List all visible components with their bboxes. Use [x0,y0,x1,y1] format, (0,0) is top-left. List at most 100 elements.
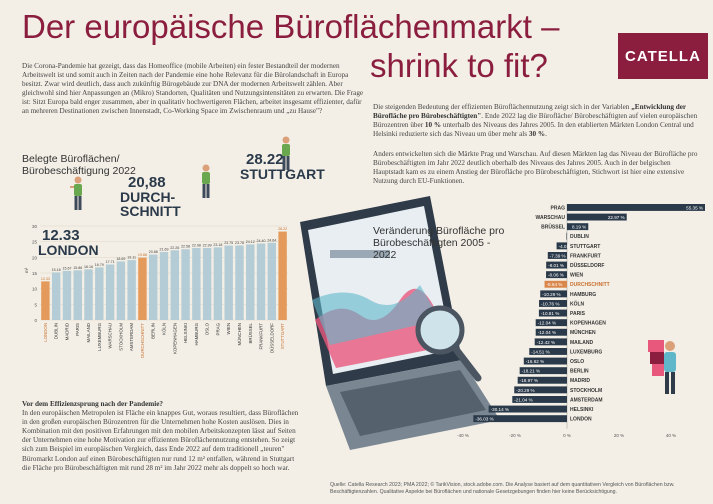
bar-value-label: -10.29 % [542,292,560,297]
callout-stuttgart-value: 28.22 [246,151,284,168]
bar [51,272,61,320]
category-label: STOCKHOLM [570,388,602,394]
category-label: AMSTERDAM [570,397,603,403]
callout-average-label-1: DURCH- [120,189,176,205]
bar-value-label: 19.88 [138,253,147,257]
category-label: MÜNCHEN [570,329,596,336]
category-label: PRAG [551,205,566,211]
page-title-line1: Der europäische Büroflächenmarkt – [22,8,560,45]
category-label: MADRID [570,378,590,384]
right-paragraph-1: Die steigenden Bedeutung der effizienten… [373,103,698,139]
bar-value-label: -4.01 % [559,244,575,249]
bar-value-label: 8.19 % [572,225,586,230]
bar-value-label: 19.11 [127,256,136,260]
x-tick-label: LONDON [43,323,48,342]
y-tick-label: 20 [32,255,38,260]
callout-london-label: LONDON [38,242,99,258]
x-tick-label: 0 % [563,433,571,438]
bar [546,271,567,279]
bar-value-label: -8.64 % [547,282,563,287]
bar [256,243,266,320]
bar-value-label: -20.29 % [516,388,534,393]
bar-value-label: -30.14 % [491,407,509,412]
x-tick-label: DURCHSCHNITT [140,323,145,358]
bar-value-label: 18.69 [116,257,125,261]
x-tick-label: MADRID [64,323,69,340]
category-label: HAMBURG [570,292,596,298]
bottom-heading: Vor dem Effizienzsprung nach der Pandemi… [22,400,164,408]
bar-value-label: 16.79 [95,263,104,267]
bar [544,280,567,288]
x-tick-label: 20 % [614,433,624,438]
bar-value-label: 22.58 [181,245,190,249]
bar-value-label: 17.71 [106,260,115,264]
bar-value-label: 28.22 [278,227,287,231]
bar [105,264,115,320]
bar-value-label: 12.33 [41,277,50,281]
bar [517,376,567,384]
bar [535,328,567,336]
bar-value-label: 24.12 [246,240,255,244]
person-with-boxes-icon [648,340,676,394]
bar [535,319,567,327]
bar-value-label: -0.21 % [568,234,584,239]
category-label: WARSCHAU [536,215,566,221]
x-tick-label: OSLO [205,322,210,335]
bar [224,245,233,320]
bar [567,204,705,211]
bar-value-label: -18.97 % [520,378,538,383]
bar [170,250,179,320]
category-label: MAILAND [570,340,593,346]
category-label: BERLIN [570,369,589,375]
bar-value-label: 15.86 [73,266,82,270]
y-tick-label: 0 [34,318,37,323]
bar-value-label: -12.04 % [538,321,556,326]
y-tick-label: 15 [32,271,38,276]
bar [181,249,190,320]
x-tick-label: DÜSSELDORF [269,323,274,353]
bar-value-label: 22.98 [192,243,201,247]
category-label: HELSINKI [570,407,594,413]
bar [519,367,567,375]
bar-value-label: -16.62 % [526,359,544,364]
x-tick-label: STUTTGART [280,323,285,350]
bar-value-label: 22.26 [170,246,179,250]
magnifier-illustration [415,305,482,382]
source-note: Quelle: Catella Research 2023; PMA 2022;… [330,482,675,495]
callout-london-value: 12.33 [42,227,80,244]
bar [213,247,223,320]
y-axis-label: m² [24,267,29,273]
x-tick-label: KOPENHAGEN [172,323,177,354]
x-tick-label: WARSCHAU [108,323,113,348]
bar-value-label: -8.06 % [548,273,564,278]
y-tick-label: 25 [32,240,38,245]
x-tick-label: -40 % [457,433,469,438]
bar [235,245,244,320]
y-tick-label: 10 [32,287,38,292]
bar-value-label: 15.67 [62,266,71,270]
x-tick-label: KÖLN [162,323,167,335]
category-label: DURCHSCHNITT [570,282,610,288]
bar [73,270,82,320]
bar [149,254,158,320]
category-label: OSLO [570,359,584,365]
category-label: KOPENHAGEN [570,321,606,327]
bar-value-label: 23.18 [213,243,222,247]
bar-value-label: 22.99 [203,243,212,247]
bottom-body: In den europäischen Metropolen ist Fläch… [22,409,299,472]
bottom-text: Vor dem Effizienzsprung nach der Pandemi… [22,400,304,473]
x-tick-label: FRANKFURT [259,323,264,350]
bar [95,267,104,320]
x-tick-label: -20 % [509,433,521,438]
x-tick-label: LUXEMBURG [97,322,102,350]
bar-value-label: 21.69 [160,248,169,252]
category-label: STUTTGART [570,244,600,250]
bar [566,232,567,240]
bar [278,231,287,320]
bar [512,396,567,403]
bar [127,260,136,320]
bar [539,300,567,307]
bar [567,223,589,231]
intro-paragraph: Die Corona-Pandemie hat gezeigt, dass da… [22,62,364,116]
left-bar-chart: 051015202530m²12.33LONDON15.18DUBLIN15.6… [24,224,288,358]
